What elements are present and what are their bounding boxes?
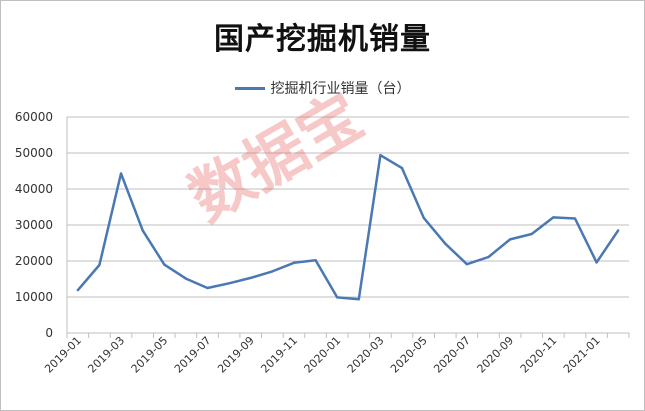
x-tick-label: 2020-07 — [431, 334, 473, 376]
data-point — [249, 276, 252, 280]
y-tick-label: 0 — [45, 326, 53, 340]
x-tick-label: 2020-05 — [388, 334, 430, 376]
chart-title: 国产挖掘机销量 — [214, 22, 431, 57]
x-tick-label: 2021-01 — [561, 334, 603, 376]
x-tick-label: 2019-03 — [85, 334, 127, 376]
data-point — [141, 229, 144, 232]
y-tick-label: 30000 — [15, 218, 53, 232]
legend-swatch — [234, 86, 265, 90]
data-point — [314, 259, 317, 262]
x-tick-label: 2020-03 — [345, 334, 387, 376]
data-point — [530, 232, 533, 236]
data-point — [400, 166, 404, 170]
data-point — [184, 277, 188, 280]
data-point — [206, 286, 209, 290]
x-tick-label: 2019-01 — [42, 334, 84, 376]
data-point — [76, 288, 80, 292]
data-point — [271, 270, 274, 273]
data-point — [573, 217, 577, 220]
data-point — [227, 282, 231, 285]
data-point — [335, 296, 339, 299]
x-tick-label: 2020-01 — [302, 334, 344, 376]
x-tick-label: 2020-09 — [475, 334, 517, 376]
x-tick-label: 2020-11 — [518, 334, 560, 376]
data-point — [616, 229, 620, 232]
data-point — [119, 172, 123, 175]
data-point — [444, 242, 447, 245]
series-line — [76, 153, 620, 301]
legend: 挖掘机行业销量（台） — [0, 78, 645, 98]
data-point — [465, 263, 469, 266]
x-tick-label: 2019-09 — [215, 334, 257, 376]
y-tick-label: 40000 — [15, 182, 53, 196]
data-point — [552, 216, 555, 219]
data-point — [163, 263, 166, 266]
data-point — [357, 297, 361, 301]
data-point — [292, 261, 296, 264]
y-tick-label: 20000 — [15, 254, 53, 268]
data-point — [98, 263, 101, 267]
y-tick-label: 10000 — [15, 290, 53, 304]
y-tick-label: 50000 — [15, 146, 53, 160]
y-tick-label: 60000 — [15, 110, 53, 124]
data-point — [508, 238, 512, 241]
data-point — [487, 255, 490, 259]
data-point — [379, 153, 382, 157]
x-tick-label: 2019-11 — [258, 334, 300, 376]
x-tick-label: 2019-05 — [129, 334, 171, 376]
data-point — [422, 216, 425, 219]
data-point — [595, 261, 598, 264]
legend-label: 挖掘机行业销量（台） — [270, 81, 411, 97]
x-tick-label: 2019-07 — [172, 334, 214, 376]
